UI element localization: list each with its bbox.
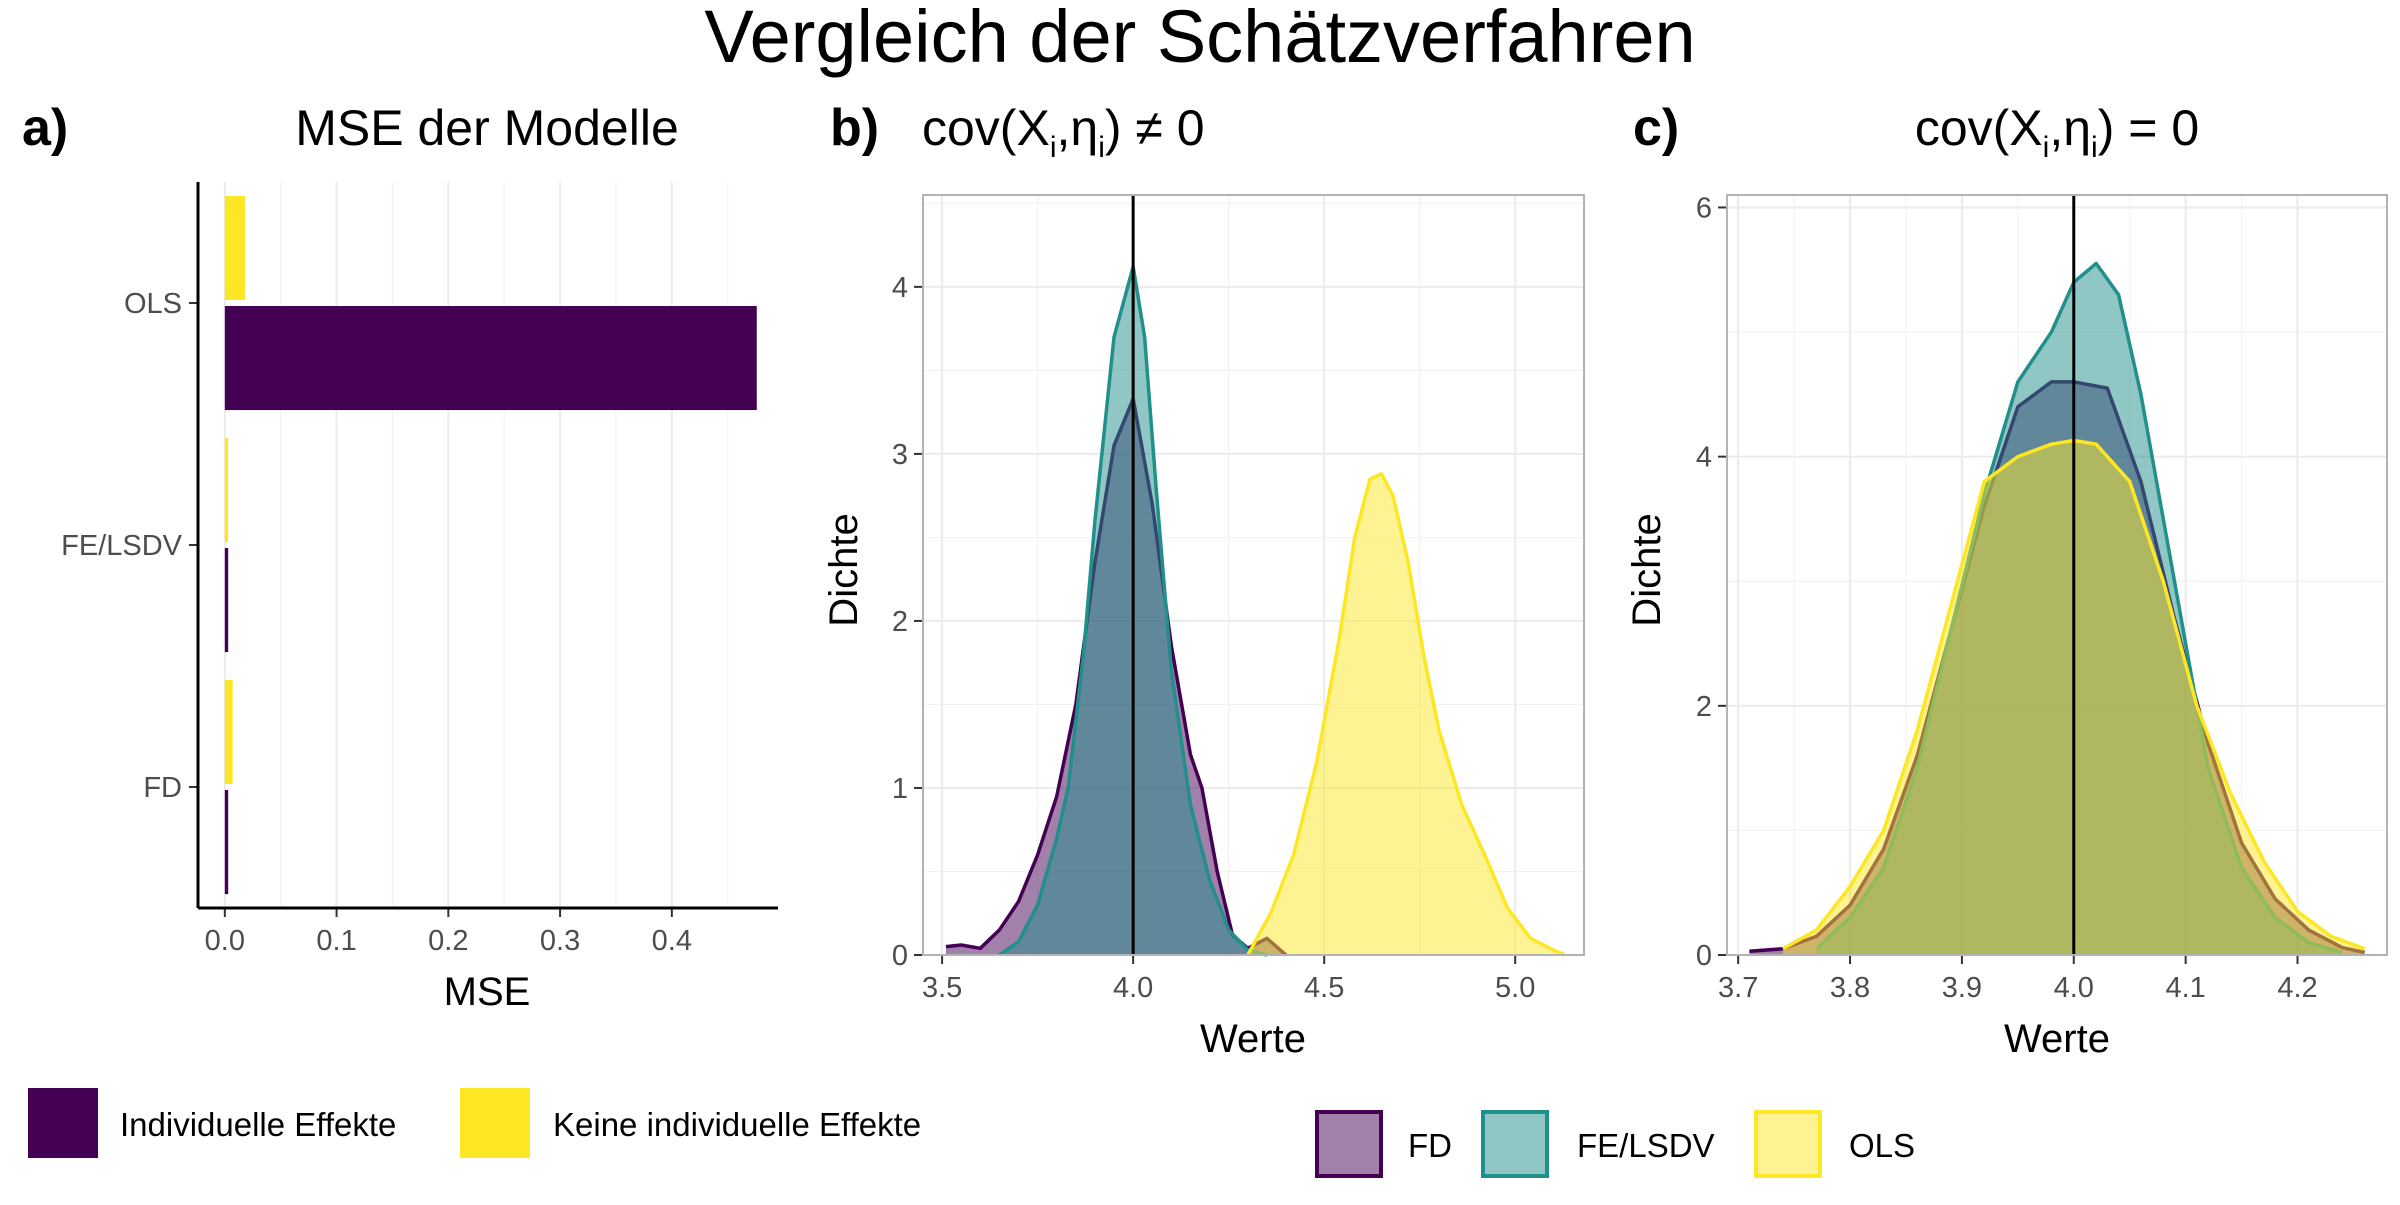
bar-ols-keine [224,195,245,300]
panel-b-density-plot: b) cov(Xi,ηi) ≠ 0 3.5 4.0 4.5 5.0 0 1 2 3 4 Wert… [822,99,1585,1061]
panel-b-x-tick-label: 4.0 [1113,972,1153,1004]
panel-c-y-tick-label: 4 [1696,442,1712,474]
panel-c-panel-border [1726,194,2388,956]
panel-c-tag: c) [1633,99,1679,157]
panel-a-title: MSE der Modelle [295,100,679,156]
panel-c-y-tick-label: 2 [1696,691,1712,723]
bar-felsdv-keine [224,437,229,542]
legend-key-individuelle-effekte [28,1088,98,1158]
bar-felsdv-individuell [224,548,229,653]
panel-a-x-tick-label: 0.1 [316,925,356,957]
panel-b-x-tick-label: 5.0 [1495,972,1535,1004]
panel-c-y-tick-label: 6 [1696,192,1712,224]
panel-b-title: cov(Xi,ηi) ≠ 0 [922,100,1205,164]
panel-b-panel-border [922,194,1585,956]
panel-c-density-plot: c) cov(Xi,ηi) = 0 3.7 3.8 3.9 4.0 4.1 4.2 0 2 4 6… [1625,99,2388,1061]
panel-c-x-tick-label: 3.9 [1942,972,1982,1004]
panel-b-y-tick-label: 2 [892,606,908,638]
panel-b-y-tick-label: 0 [892,940,908,972]
panel-a-x-tick-label: 0.2 [428,925,468,957]
panel-c-y-tick-label: 0 [1696,940,1712,972]
panel-b-x-axis-title: Werte [1200,1017,1306,1061]
panel-b-y-tick-label: 3 [892,439,908,471]
panel-b-density-fill-ols [1247,473,1565,955]
legend-estimators: FD FE/LSDV OLS [1315,1110,1915,1178]
legend-label: Individuelle Effekte [120,1106,396,1143]
panel-a-category-label: FE/LSDV [61,530,183,562]
panel-a-x-axis-title: MSE [444,970,531,1014]
figure-title: Vergleich der Schätzverfahren [704,0,1695,78]
panel-b-x-tick-label: 4.5 [1304,972,1344,1004]
panel-b-density-line-ols [1246,472,1566,957]
panel-c-x-tick-label: 4.1 [2165,972,2205,1004]
panel-a-category-label: OLS [124,288,182,320]
panel-b-y-tick-label: 4 [892,272,908,304]
panel-a-x-tick-label: 0.4 [652,925,692,957]
legend-key-felsdv [1481,1110,1549,1178]
legend-label: FD [1408,1127,1452,1164]
bar-ols-individuell [224,306,757,411]
panel-a-x-tick-label: 0.3 [540,925,580,957]
panel-b-y-tick-label: 1 [892,773,908,805]
legend-key-ols [1754,1110,1822,1178]
legend-key-fd [1315,1110,1383,1178]
panel-c-x-tick-label: 3.7 [1718,972,1758,1004]
legend-mse: Individuelle Effekte Keine individuelle E… [28,1088,921,1158]
panel-c-y-axis-title: Dichte [1625,513,1669,626]
panel-c-x-tick-label: 4.2 [2277,972,2317,1004]
bar-fd-individuell [224,790,229,895]
panel-a-category-label: FD [143,772,182,804]
panel-a-tag: a) [22,99,68,157]
legend-label: OLS [1849,1127,1915,1164]
panel-b-y-axis-title: Dichte [822,513,866,626]
panel-a-x-tick-label: 0.0 [205,925,245,957]
panel-b-tag: b) [830,99,879,157]
panel-c-x-tick-label: 3.8 [1830,972,1870,1004]
bar-fd-keine [224,679,233,784]
panel-c-x-tick-label: 4.0 [2054,972,2094,1004]
legend-key-keine-individuelle-effekte [460,1088,530,1158]
panel-b-x-tick-label: 3.5 [922,972,962,1004]
panel-c-x-axis-title: Werte [2004,1017,2110,1061]
legend-label: FE/LSDV [1577,1127,1715,1164]
legend-label: Keine individuelle Effekte [553,1106,921,1143]
panel-a-mse-bar-chart: a) MSE der Modelle 0.0 0.1 0.2 0.3 0.4 OLS FE/… [22,99,778,1014]
panel-c-title: cov(Xi,ηi) = 0 [1915,100,2199,164]
